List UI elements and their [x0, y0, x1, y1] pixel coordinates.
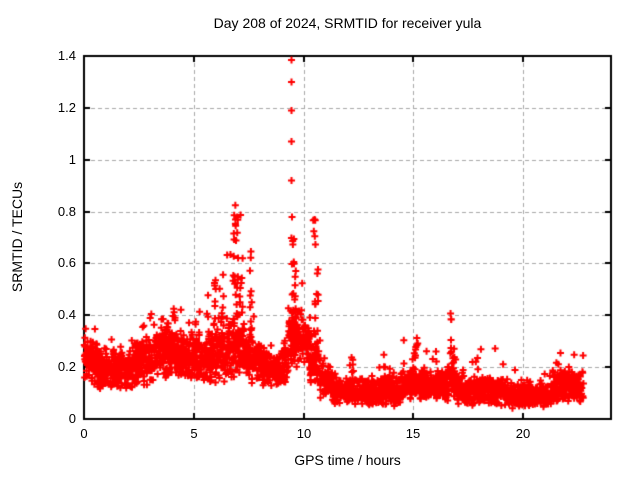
x-tick-label: 10: [296, 426, 312, 441]
x-tick-label: 15: [405, 426, 421, 441]
y-axis-title: SRMTID / TECUs: [9, 181, 25, 293]
y-tick-label: 1: [68, 152, 76, 167]
y-tick-label: 0.2: [57, 359, 76, 374]
y-tick-label: 0.4: [57, 307, 76, 322]
chart-title: Day 208 of 2024, SRMTID for receiver yul…: [213, 15, 482, 31]
y-tick-label: 1.2: [57, 100, 76, 115]
x-tick-label: 5: [190, 426, 198, 441]
y-tick-label: 0: [68, 411, 76, 426]
y-tick-label: 1.4: [57, 48, 76, 63]
x-axis-title: GPS time / hours: [294, 452, 401, 468]
y-tick-label: 0.6: [57, 255, 76, 270]
x-tick-label: 20: [515, 426, 531, 441]
x-tick-label: 0: [80, 426, 88, 441]
y-tick-label: 0.8: [57, 204, 76, 219]
